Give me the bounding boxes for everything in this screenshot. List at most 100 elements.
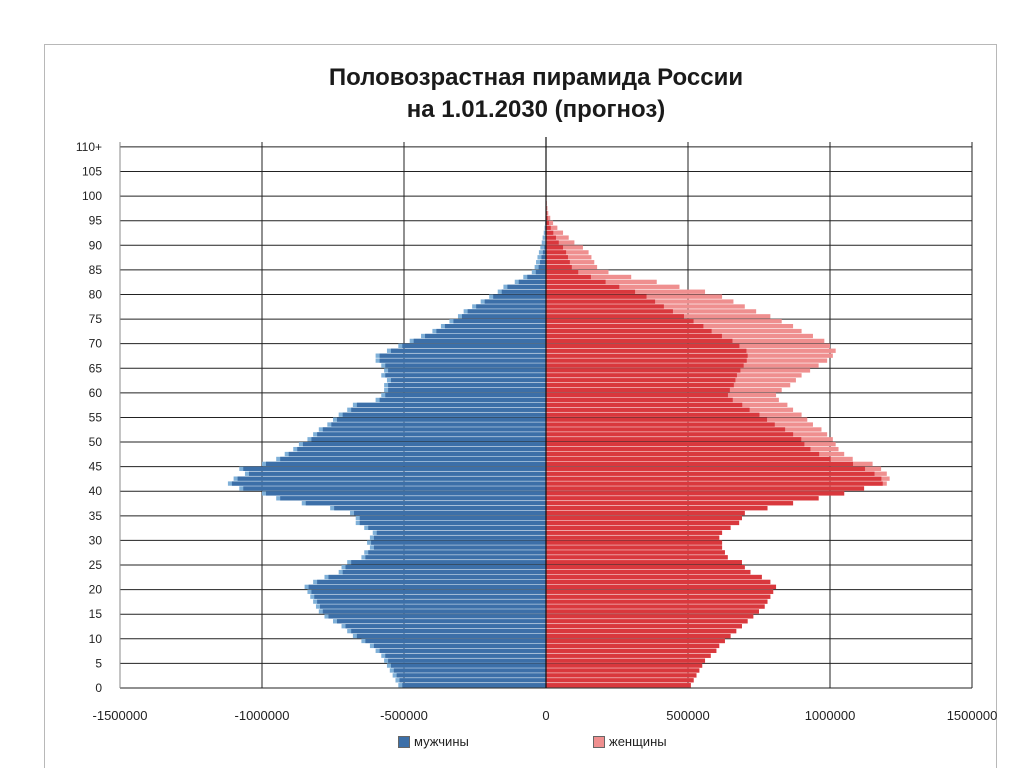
legend-female: женщины: [593, 734, 667, 749]
male-bar: [351, 408, 546, 412]
female-bar: [546, 304, 664, 308]
female-bar: [546, 683, 691, 687]
male-bar: [540, 260, 546, 264]
male-bar: [536, 270, 546, 274]
male-bar: [365, 555, 546, 559]
female-bar: [546, 437, 801, 441]
female-bar: [546, 560, 742, 564]
male-bar: [243, 486, 546, 490]
female-bar: [546, 624, 742, 628]
male-bar: [317, 432, 546, 436]
female-bar: [546, 555, 728, 559]
male-bar: [309, 585, 546, 589]
female-bar: [546, 403, 742, 407]
male-bar: [391, 349, 546, 353]
y-tick-label: 35: [89, 509, 103, 523]
female-bar: [546, 516, 742, 520]
male-bar: [402, 683, 546, 687]
male-bar: [388, 383, 546, 387]
female-bar: [546, 270, 578, 274]
male-bar: [346, 565, 546, 569]
x-tick-label: -1000000: [235, 708, 290, 723]
female-bar: [546, 226, 551, 230]
male-bar: [249, 472, 546, 476]
y-tick-label: 90: [89, 238, 103, 252]
female-bar: [546, 250, 566, 254]
female-bar: [546, 599, 768, 603]
male-bar: [314, 595, 546, 599]
male-bar: [360, 516, 546, 520]
female-bar: [546, 629, 736, 633]
male-bar: [328, 575, 546, 579]
female-bar: [546, 417, 767, 421]
female-bar: [546, 235, 556, 239]
x-tick-label: 500000: [666, 708, 709, 723]
male-bar: [320, 604, 546, 608]
female-bar: [546, 619, 748, 623]
female-bar: [546, 285, 619, 289]
male-bar: [354, 511, 546, 515]
female-bar: [546, 595, 770, 599]
male-bar: [380, 398, 546, 402]
female-bar: [546, 309, 673, 313]
male-bar-outer: [542, 240, 546, 244]
male-bar: [280, 457, 546, 461]
male-bar: [351, 560, 546, 564]
male-bar: [323, 427, 546, 431]
male-bar: [368, 526, 546, 530]
male-bar: [462, 314, 546, 318]
female-bar: [546, 432, 793, 436]
female-bar: [546, 614, 753, 618]
y-tick-label: 110+: [76, 140, 102, 154]
y-tick-label: 105: [82, 165, 102, 179]
male-bar: [337, 619, 546, 623]
male-bar: [297, 447, 546, 451]
female-bar: [546, 570, 750, 574]
male-bar: [357, 403, 546, 407]
male-bar: [317, 599, 546, 603]
y-tick-label: 5: [95, 656, 102, 670]
male-bar: [238, 476, 546, 480]
y-tick-label: 40: [89, 484, 103, 498]
female-bar: [546, 545, 722, 549]
male-bar: [388, 388, 546, 392]
female-bar: [546, 422, 775, 426]
female-bar: [546, 634, 731, 638]
male-bar: [485, 299, 546, 303]
male-bar: [394, 668, 546, 672]
female-bar: [546, 339, 732, 343]
male-bar: [331, 422, 546, 426]
female-bar: [546, 354, 748, 358]
female-bar: [546, 536, 719, 540]
female-bar: [546, 467, 865, 471]
male-bar: [351, 629, 546, 633]
male-bar: [289, 452, 546, 456]
female-bar: [546, 649, 716, 653]
female-bar: [546, 476, 881, 480]
male-bar: [280, 496, 546, 500]
male-bar: [507, 285, 546, 289]
female-bar: [546, 319, 694, 323]
male-bar: [328, 614, 546, 618]
male-bar: [360, 521, 546, 525]
female-bar: [546, 580, 770, 584]
male-bar: [385, 654, 546, 658]
y-tick-label: 65: [89, 361, 103, 375]
male-bar: [391, 378, 546, 382]
female-bar: [546, 393, 728, 397]
y-tick-label: 45: [89, 460, 103, 474]
male-bar: [453, 319, 546, 323]
female-bar: [546, 644, 719, 648]
female-bar: [546, 349, 746, 353]
male-bar: [343, 413, 546, 417]
y-tick-label: 60: [89, 386, 103, 400]
female-bar: [546, 531, 722, 535]
male-bar: [374, 536, 546, 540]
male-bar: [388, 658, 546, 662]
female-bar: [546, 575, 762, 579]
female-bar: [546, 378, 735, 382]
female-bar: [546, 363, 744, 367]
female-bar: [546, 668, 699, 672]
male-bar: [303, 442, 546, 446]
male-bar: [399, 678, 546, 682]
